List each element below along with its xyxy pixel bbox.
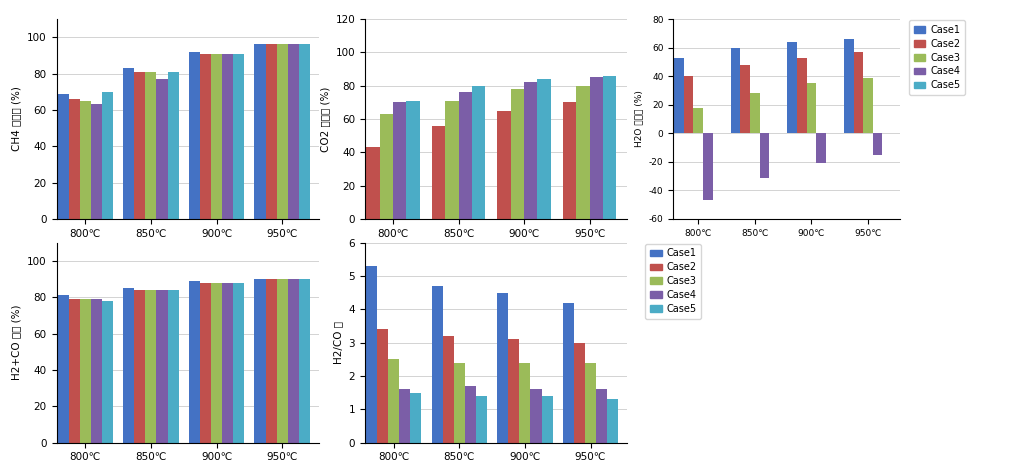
Bar xyxy=(389,359,399,443)
Bar xyxy=(233,283,245,443)
Bar xyxy=(222,54,233,219)
Bar xyxy=(498,293,508,443)
Bar xyxy=(233,54,245,219)
Bar xyxy=(538,79,551,219)
Bar xyxy=(807,83,816,133)
Y-axis label: CH4 전환율 (%): CH4 전환율 (%) xyxy=(11,87,22,151)
Bar xyxy=(156,290,168,443)
Bar xyxy=(255,44,265,219)
Bar xyxy=(399,389,410,443)
Bar xyxy=(189,52,199,219)
Bar xyxy=(199,54,211,219)
Bar xyxy=(58,296,69,443)
Bar xyxy=(211,283,222,443)
Bar xyxy=(265,279,277,443)
Bar xyxy=(443,336,453,443)
Legend: Case1, Case2, Case3, Case4, Case5: Case1, Case2, Case3, Case4, Case5 xyxy=(645,244,701,319)
Bar xyxy=(524,82,538,219)
Bar xyxy=(366,148,379,219)
Bar xyxy=(90,299,102,443)
Bar xyxy=(80,101,90,219)
Bar xyxy=(508,339,519,443)
Bar xyxy=(168,72,179,219)
Bar xyxy=(873,133,882,155)
Bar xyxy=(288,279,299,443)
Bar xyxy=(563,303,574,443)
Bar xyxy=(80,299,90,443)
Bar xyxy=(168,290,179,443)
Bar xyxy=(844,39,853,133)
Bar xyxy=(90,104,102,219)
Bar xyxy=(288,44,299,219)
Bar xyxy=(366,266,377,443)
Bar xyxy=(694,108,703,133)
Bar xyxy=(69,299,80,443)
Bar xyxy=(123,288,135,443)
Bar xyxy=(577,86,590,219)
Bar xyxy=(864,78,873,133)
Bar xyxy=(199,283,211,443)
Y-axis label: H2/CO 비: H2/CO 비 xyxy=(333,321,343,364)
Bar xyxy=(102,301,113,443)
Bar xyxy=(211,54,222,219)
Bar xyxy=(674,58,684,133)
Bar xyxy=(277,44,288,219)
Bar xyxy=(590,78,603,219)
Bar xyxy=(542,396,553,443)
Bar xyxy=(135,72,145,219)
Bar xyxy=(277,279,288,443)
Bar xyxy=(410,393,421,443)
Bar xyxy=(530,389,542,443)
Bar xyxy=(750,93,760,133)
Legend: Case1, Case2, Case3, Case4, Case5: Case1, Case2, Case3, Case4, Case5 xyxy=(909,20,965,95)
Bar xyxy=(498,111,511,219)
Bar xyxy=(472,86,485,219)
Y-axis label: H2+CO 분율 (%): H2+CO 분율 (%) xyxy=(11,305,22,380)
Bar xyxy=(740,65,750,133)
Bar xyxy=(393,102,406,219)
Bar xyxy=(377,329,389,443)
Bar xyxy=(299,279,309,443)
Bar xyxy=(585,363,596,443)
Bar xyxy=(519,363,530,443)
Bar xyxy=(135,290,145,443)
Bar xyxy=(787,42,797,133)
Bar xyxy=(102,92,113,219)
Bar xyxy=(596,389,608,443)
Bar xyxy=(453,363,465,443)
Bar xyxy=(563,102,577,219)
Bar xyxy=(797,58,807,133)
Bar xyxy=(684,76,694,133)
Bar xyxy=(255,279,265,443)
Bar xyxy=(574,343,585,443)
Bar xyxy=(123,68,135,219)
Bar xyxy=(432,126,445,219)
Y-axis label: H2O 전환율 (%): H2O 전환율 (%) xyxy=(634,90,644,148)
Bar xyxy=(760,133,769,178)
Bar xyxy=(853,52,864,133)
Bar xyxy=(731,48,740,133)
Bar xyxy=(189,281,199,443)
Bar xyxy=(816,133,825,163)
Bar xyxy=(465,386,476,443)
Bar xyxy=(222,283,233,443)
Bar xyxy=(58,94,69,219)
Bar xyxy=(458,92,472,219)
Y-axis label: CO2 전환율 (%): CO2 전환율 (%) xyxy=(320,86,330,152)
Bar xyxy=(511,89,524,219)
Bar xyxy=(69,99,80,219)
Bar xyxy=(379,114,393,219)
Bar xyxy=(445,101,458,219)
Bar xyxy=(703,133,712,200)
Bar xyxy=(406,101,419,219)
Bar xyxy=(156,79,168,219)
Bar xyxy=(145,72,156,219)
Bar xyxy=(608,399,618,443)
Bar xyxy=(145,290,156,443)
Bar xyxy=(265,44,277,219)
Bar xyxy=(299,44,309,219)
Bar xyxy=(603,76,617,219)
Bar xyxy=(476,396,487,443)
Bar xyxy=(432,286,443,443)
